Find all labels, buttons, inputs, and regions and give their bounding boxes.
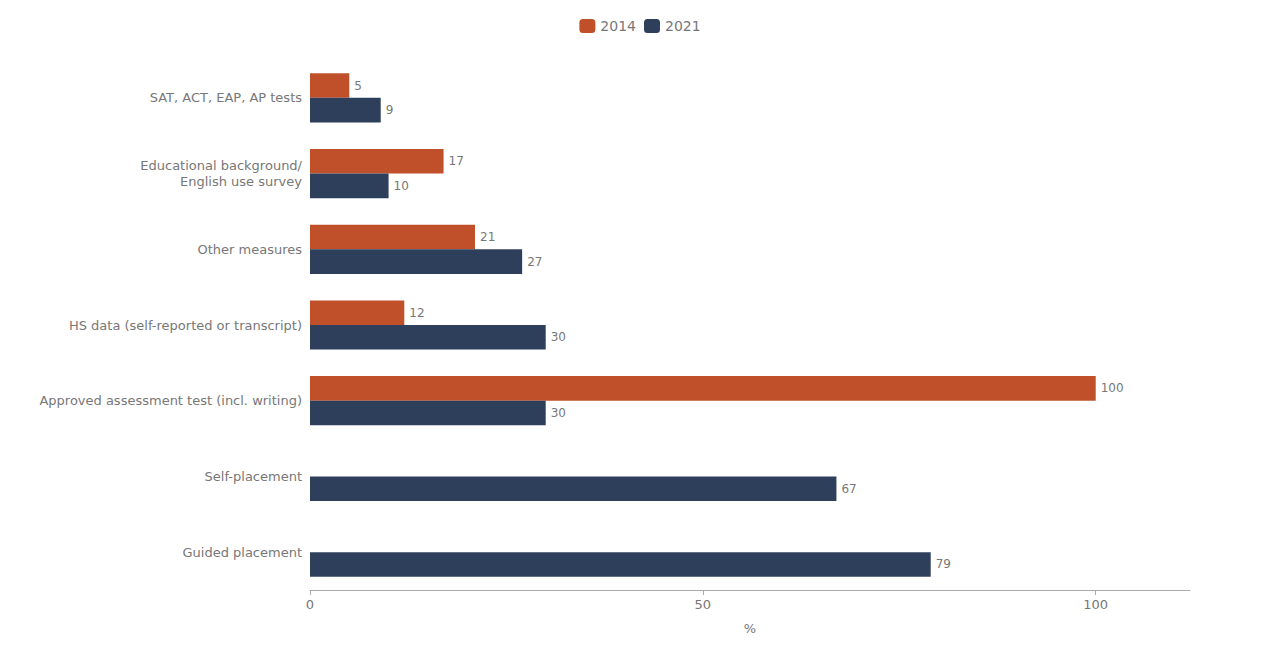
svg-text:100: 100 xyxy=(1083,597,1108,612)
svg-text:2021: 2021 xyxy=(665,18,701,34)
svg-text:67: 67 xyxy=(841,482,856,496)
svg-text:%: % xyxy=(744,621,756,636)
svg-text:5: 5 xyxy=(354,79,362,93)
svg-text:30: 30 xyxy=(551,330,566,344)
svg-text:Other measures: Other measures xyxy=(197,242,302,257)
svg-text:50: 50 xyxy=(695,597,712,612)
svg-text:Self-placement: Self-placement xyxy=(205,469,302,484)
svg-text:0: 0 xyxy=(306,597,314,612)
svg-text:Approved assessment test (incl: Approved assessment test (incl. writing) xyxy=(39,393,302,408)
svg-text:SAT, ACT, EAP, AP tests: SAT, ACT, EAP, AP tests xyxy=(150,90,303,105)
svg-text:100: 100 xyxy=(1101,381,1124,395)
svg-text:English use survey: English use survey xyxy=(180,174,302,189)
svg-text:9: 9 xyxy=(386,103,394,117)
svg-text:2014: 2014 xyxy=(600,18,636,34)
svg-text:21: 21 xyxy=(480,230,495,244)
svg-text:17: 17 xyxy=(449,154,464,168)
svg-text:12: 12 xyxy=(409,306,424,320)
svg-text:Educational background/: Educational background/ xyxy=(140,158,302,173)
svg-text:Guided placement: Guided placement xyxy=(182,545,302,560)
svg-text:HS data (self-reported or tran: HS data (self-reported or transcript) xyxy=(69,318,302,333)
svg-text:79: 79 xyxy=(936,557,951,571)
svg-text:30: 30 xyxy=(551,406,566,420)
svg-text:10: 10 xyxy=(394,179,409,193)
svg-text:27: 27 xyxy=(527,255,542,269)
